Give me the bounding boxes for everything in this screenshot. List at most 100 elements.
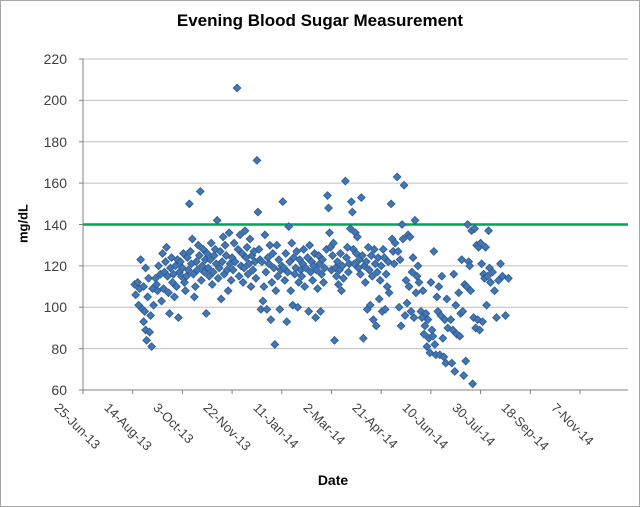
data-point: [398, 234, 408, 244]
data-point: [189, 292, 199, 302]
data-point: [216, 294, 226, 304]
data-point: [226, 275, 236, 285]
data-point: [282, 317, 292, 327]
data-point: [232, 83, 242, 93]
data-point: [214, 263, 224, 273]
data-point: [209, 251, 219, 260]
data-point: [366, 251, 376, 260]
data-point: [356, 193, 366, 203]
data-point: [158, 249, 167, 258]
data-point: [399, 180, 409, 190]
data-point: [194, 251, 204, 260]
data-point: [268, 249, 278, 258]
data-point: [488, 267, 497, 277]
data-point: [352, 232, 362, 242]
data-point: [345, 224, 355, 234]
data-point: [451, 300, 461, 310]
data-point: [212, 215, 222, 225]
data-point: [195, 186, 205, 196]
data-point: [228, 265, 238, 275]
data-point: [360, 277, 370, 287]
data-point: [136, 255, 146, 265]
data-point: [147, 342, 157, 351]
data-point: [265, 240, 275, 250]
data-point: [371, 321, 381, 331]
data-point: [461, 356, 471, 366]
data-point: [278, 197, 288, 207]
data-point: [470, 224, 480, 234]
data-point: [316, 306, 326, 316]
data-point: [437, 271, 447, 281]
data-point: [203, 263, 213, 273]
data-point: [273, 271, 283, 281]
data-point: [469, 313, 479, 323]
data-point: [319, 277, 328, 287]
data-point: [390, 238, 400, 248]
data-point: [406, 306, 416, 316]
data-point: [397, 220, 407, 229]
data-point: [446, 315, 456, 325]
data-point: [320, 263, 329, 273]
data-point: [274, 255, 284, 265]
data-point: [238, 277, 248, 287]
data-point: [357, 251, 367, 260]
data-point: [149, 300, 159, 310]
data-point: [145, 327, 155, 337]
data-point: [224, 228, 234, 238]
data-point: [477, 259, 487, 269]
data-point: [252, 155, 262, 165]
data-point: [304, 306, 314, 316]
data-point: [235, 230, 245, 240]
data-point: [230, 257, 240, 267]
data-point: [290, 269, 300, 279]
data-point: [229, 238, 239, 248]
data-point: [262, 304, 272, 314]
data-point: [170, 292, 179, 302]
data-point: [333, 257, 342, 267]
data-point: [361, 257, 371, 267]
data-point: [201, 309, 211, 318]
data-point: [184, 199, 194, 209]
data-point: [191, 257, 201, 267]
data-point: [426, 277, 436, 287]
data-point: [202, 249, 212, 258]
data-point: [159, 284, 168, 294]
data-point: [144, 273, 154, 283]
y-tick-label: 60: [51, 382, 67, 398]
data-point: [383, 257, 393, 267]
data-point: [193, 240, 203, 250]
data-point: [503, 273, 513, 283]
data-point: [215, 246, 225, 256]
data-point: [239, 263, 249, 273]
data-point: [154, 261, 163, 271]
data-point: [280, 275, 290, 285]
data-point: [222, 265, 232, 275]
data-point: [373, 253, 383, 263]
data-point: [173, 313, 183, 323]
data-point: [423, 315, 433, 325]
data-point: [312, 265, 322, 275]
data-point: [496, 259, 505, 269]
data-point: [368, 315, 378, 325]
data-point: [501, 311, 510, 320]
data-point: [450, 366, 460, 376]
data-point: [165, 309, 174, 318]
data-point: [207, 280, 217, 289]
data-point: [291, 263, 301, 273]
x-axis-title: Date: [317, 472, 349, 488]
data-point: [442, 294, 452, 304]
data-point: [162, 242, 171, 252]
data-point: [414, 277, 424, 287]
data-point: [220, 240, 230, 250]
data-point: [458, 306, 468, 316]
data-point: [355, 269, 365, 279]
data-point: [420, 321, 430, 331]
data-point: [425, 348, 435, 358]
data-point: [440, 315, 450, 325]
data-point: [498, 271, 507, 281]
data-point: [190, 282, 200, 291]
data-point: [449, 269, 459, 279]
data-point: [389, 259, 399, 269]
data-point: [427, 325, 437, 335]
data-point: [311, 313, 321, 323]
